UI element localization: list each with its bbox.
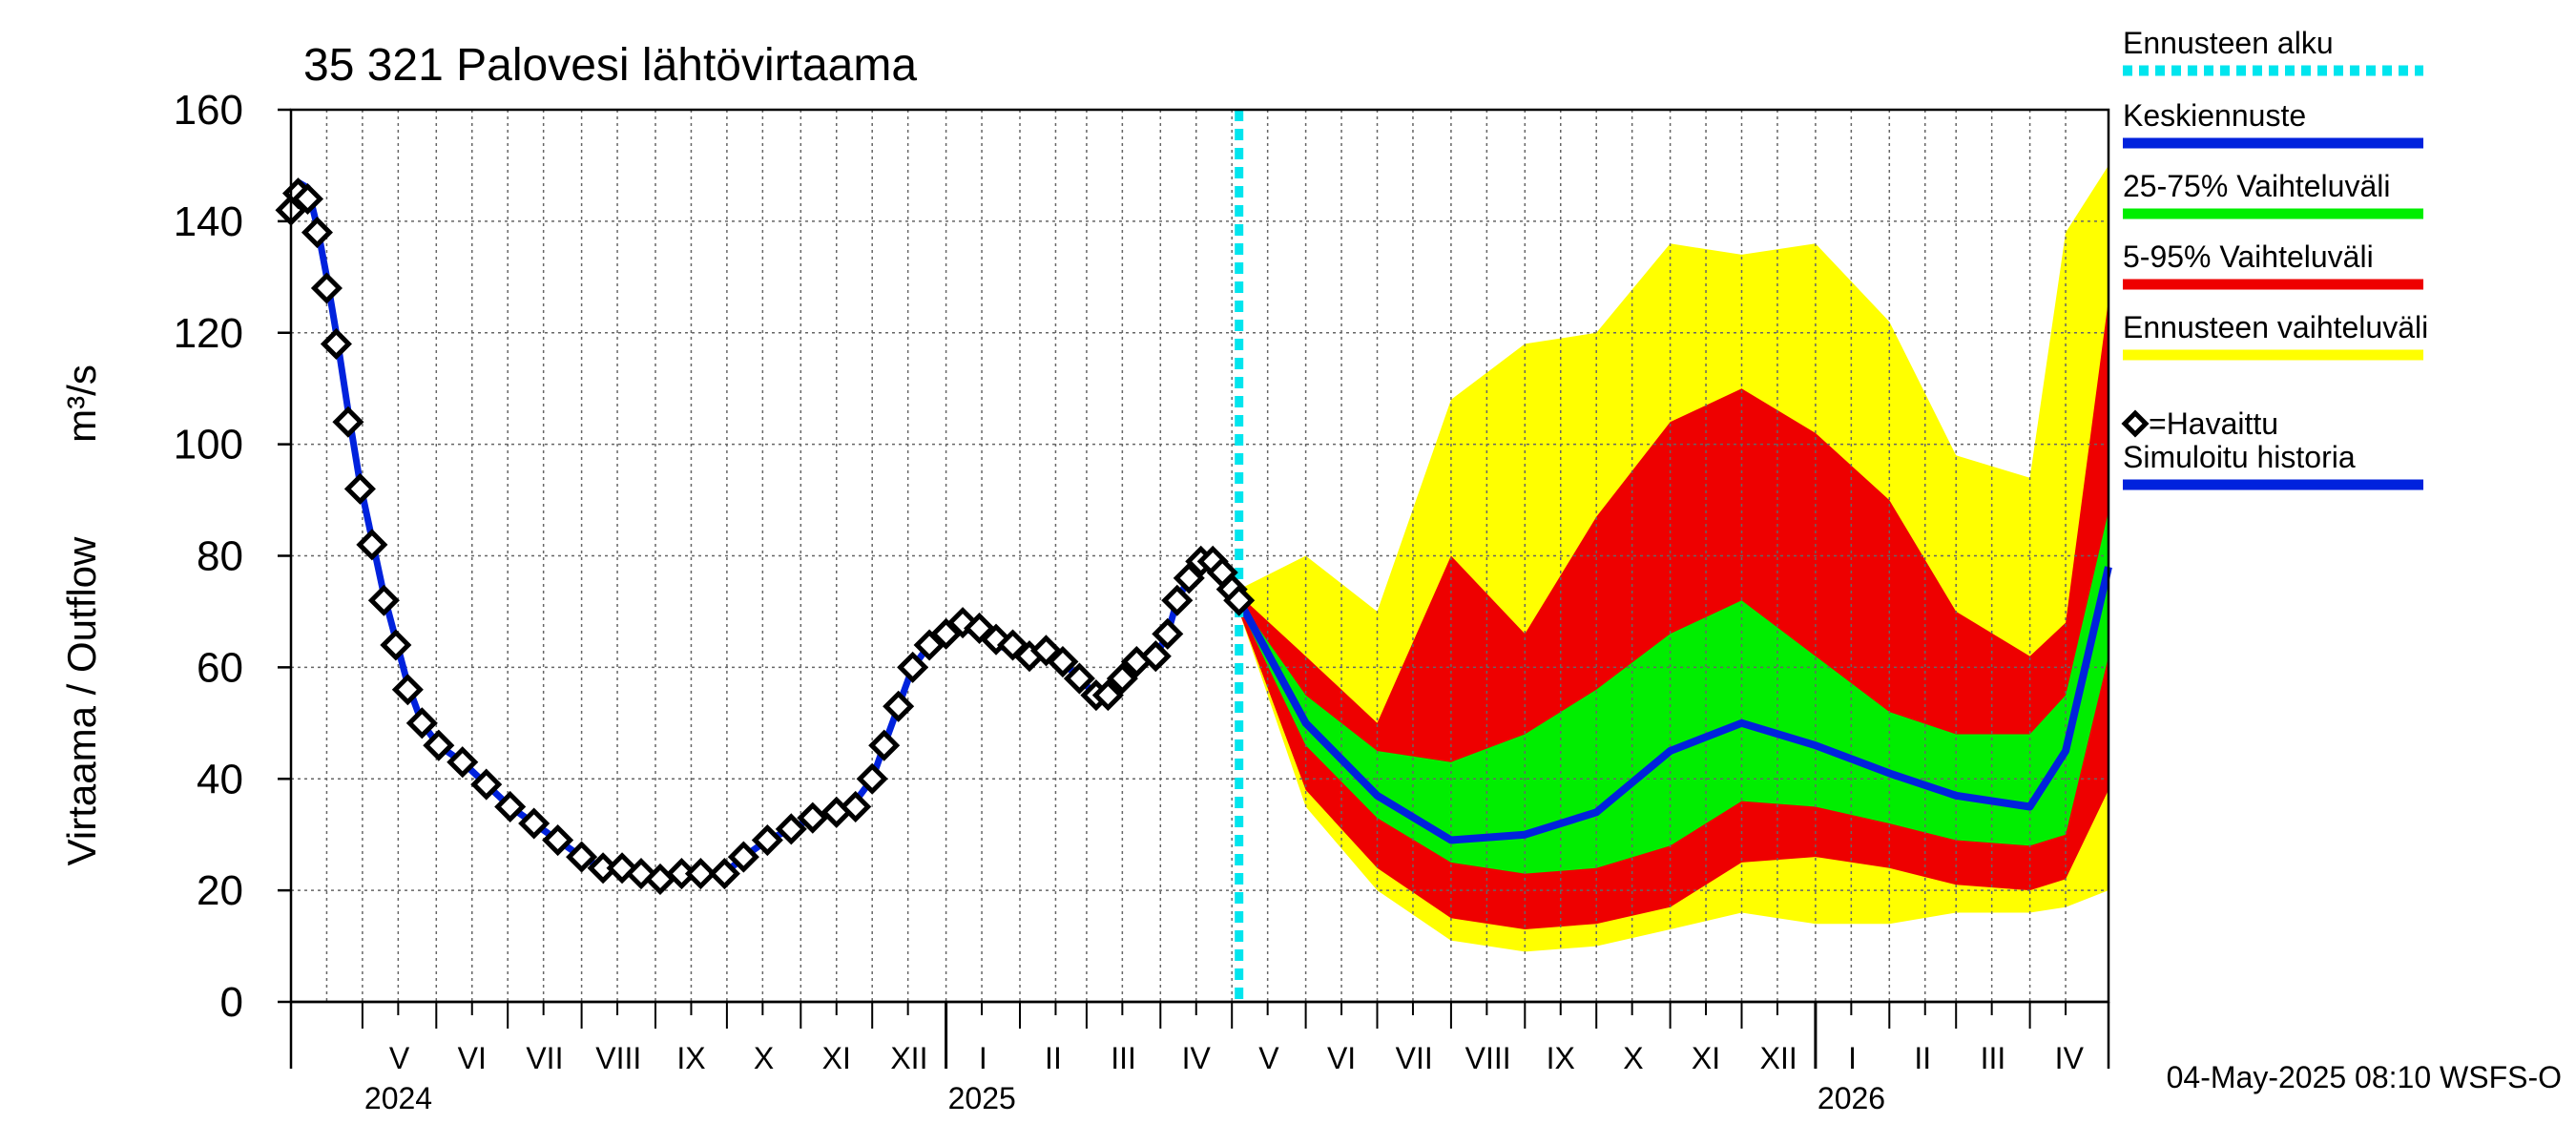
month-label: VII [1396, 1041, 1433, 1075]
month-label: IX [676, 1041, 705, 1075]
observed-point [391, 674, 424, 706]
month-label: I [979, 1041, 987, 1075]
observed-point [494, 790, 527, 823]
observed-point [291, 182, 324, 216]
year-label: 2026 [1818, 1081, 1885, 1115]
month-label: IX [1547, 1041, 1575, 1075]
observed-point [1106, 662, 1138, 695]
month-label: X [1623, 1041, 1643, 1075]
observed-point [1047, 645, 1079, 678]
simulated-history-line [287, 178, 1242, 883]
legend-label: Simuloitu historia [2123, 440, 2356, 474]
observed-point [840, 790, 872, 823]
legend-marker-observed [2121, 409, 2150, 438]
year-label: 2025 [948, 1081, 1016, 1115]
observed-point [708, 858, 740, 890]
legend-label: 25-75% Vaihteluväli [2123, 169, 2390, 203]
observed-point [996, 629, 1029, 661]
observed-point [868, 729, 901, 761]
month-label: II [1914, 1041, 1931, 1075]
month-label: XI [822, 1041, 851, 1075]
legend-label: Keskiennuste [2123, 98, 2306, 133]
observed-point [1223, 584, 1256, 616]
observed-point [775, 813, 807, 845]
observed-point [684, 858, 717, 890]
median-forecast-line [1236, 566, 2112, 844]
observed-point [343, 472, 376, 505]
month-label: X [754, 1041, 774, 1075]
observed-point [332, 406, 364, 438]
legend-label: Ennusteen alku [2123, 26, 2334, 60]
month-label: III [1981, 1041, 2006, 1075]
month-label: XII [1760, 1041, 1797, 1075]
observed-point [1173, 562, 1205, 594]
observed-point [856, 762, 888, 795]
month-label: VIII [595, 1041, 641, 1075]
month-label: VIII [1465, 1041, 1511, 1075]
observed-point [320, 327, 352, 360]
chart-title: 35 321 Palovesi lähtövirtaama [303, 40, 917, 91]
y-tick-label: 60 [197, 644, 243, 691]
observed-point [566, 841, 598, 873]
month-label: III [1111, 1041, 1136, 1075]
month-label: V [1258, 1041, 1279, 1075]
y-tick-label: 80 [197, 533, 243, 580]
month-label: XI [1692, 1041, 1720, 1075]
footer-timestamp: 04-May-2025 08:10 WSFS-O [2167, 1060, 2562, 1094]
month-label: I [1848, 1041, 1857, 1075]
legend-label: 5-95% Vaihteluväli [2123, 239, 2374, 274]
month-label: IV [1182, 1041, 1212, 1075]
band-25-75 [1238, 510, 2109, 874]
y-tick-label: 160 [174, 87, 243, 134]
y-tick-label: 20 [197, 867, 243, 914]
observed-point [606, 852, 638, 885]
observed-point [883, 690, 915, 722]
legend: Ennusteen alku Keskiennuste 25-75% Vaihtel… [2121, 26, 2428, 490]
observed-point [897, 651, 929, 683]
observed-point [946, 607, 979, 639]
observed-point [542, 823, 574, 857]
legend-label: =Havaittu [2149, 406, 2278, 441]
observed-markers [275, 177, 1256, 895]
observed-point [447, 746, 479, 779]
observed-point [423, 729, 455, 761]
month-label: IV [2055, 1041, 2085, 1075]
y-tick-label: 140 [174, 198, 243, 245]
forecast-bands [1238, 165, 2109, 952]
month-label: XII [890, 1041, 927, 1075]
observed-point [1139, 640, 1172, 673]
year-label: 2024 [364, 1081, 432, 1115]
month-label: VII [526, 1041, 563, 1075]
y-tick-label: 40 [197, 756, 243, 802]
month-label: VI [1327, 1041, 1356, 1075]
observed-point [367, 584, 400, 616]
month-label: VI [458, 1041, 487, 1075]
observed-point [405, 707, 438, 739]
observed-point [1152, 617, 1184, 650]
observed-point [1063, 662, 1095, 695]
month-label: II [1045, 1041, 1062, 1075]
observed-point [797, 802, 829, 834]
observed-point [1091, 679, 1124, 712]
y-axis-label: Virtaama / Outflow [59, 536, 104, 865]
observed-point [310, 272, 343, 304]
legend-label: Ennusteen vaihteluväli [2123, 310, 2428, 344]
observed-point [470, 768, 503, 801]
observed-point [1161, 584, 1194, 616]
observed-point [751, 823, 783, 857]
observed-point [518, 807, 551, 840]
y-tick-label: 0 [220, 979, 243, 1026]
observed-point [727, 841, 759, 873]
observed-point [301, 217, 333, 249]
month-label: V [389, 1041, 410, 1075]
y-tick-label: 100 [174, 422, 243, 468]
y-axis-unit: m³/s [59, 364, 104, 443]
observed-point [356, 529, 388, 561]
observed-point [380, 629, 412, 661]
y-tick-label: 120 [174, 310, 243, 357]
